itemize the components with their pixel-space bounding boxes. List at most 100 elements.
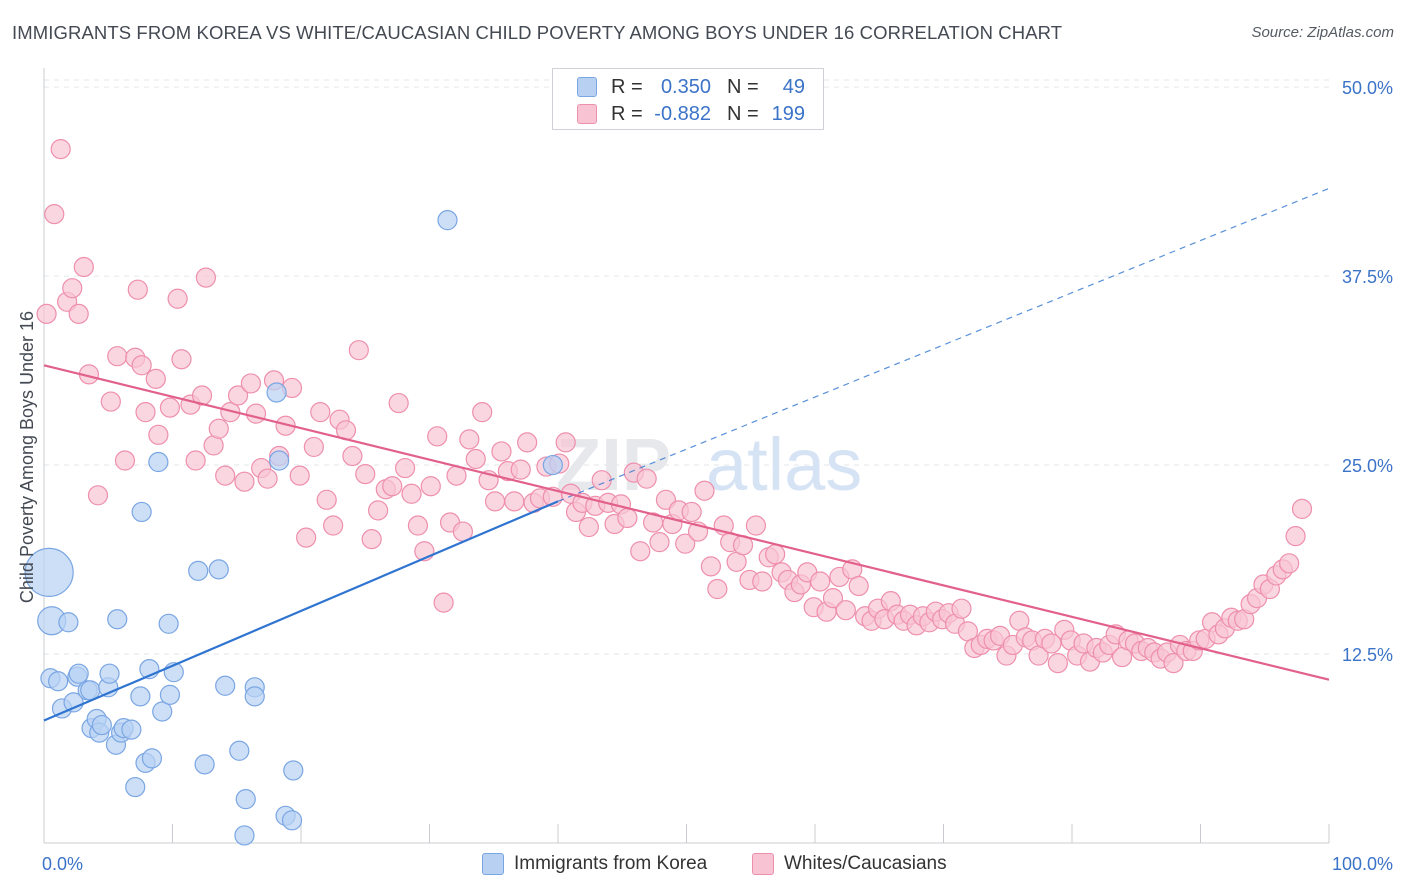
tick-labels: 12.5% 25.0% 37.5% 50.0% 0.0% 100.0% <box>42 78 1393 874</box>
data-point-white <box>348 340 369 361</box>
data-point-white <box>257 468 278 489</box>
data-point-white <box>1279 553 1300 574</box>
legend-n-value-korea: 49 <box>782 75 805 98</box>
data-point-white <box>433 592 454 613</box>
data-point-korea <box>229 740 250 761</box>
gridlines <box>44 79 1329 655</box>
data-point-korea <box>130 686 151 707</box>
data-point-white <box>73 256 94 278</box>
legend-swatch-korea <box>577 77 597 97</box>
data-point-korea <box>235 789 256 810</box>
data-point-korea <box>125 776 146 798</box>
data-point-white <box>245 403 267 424</box>
data-point-korea <box>215 675 236 696</box>
data-point-white <box>394 457 416 479</box>
data-point-white <box>215 465 236 486</box>
data-point-korea <box>244 686 265 707</box>
data-point-white <box>368 500 389 521</box>
data-point-white <box>87 485 109 506</box>
data-point-white <box>310 402 331 423</box>
data-point-white <box>694 480 715 501</box>
data-point-white <box>289 465 310 486</box>
data-point-white <box>361 529 382 550</box>
data-point-white <box>649 532 670 553</box>
data-point-korea <box>269 450 290 471</box>
data-point-white <box>510 459 531 480</box>
data-point-white <box>745 515 766 536</box>
data-point-white <box>459 429 480 450</box>
data-point-white <box>107 346 128 367</box>
data-point-white <box>427 426 448 447</box>
data-point-white <box>630 541 651 562</box>
watermark: ZIP atlas <box>556 423 862 506</box>
data-point-white <box>636 468 657 489</box>
data-point-korea <box>141 748 163 769</box>
data-point-white <box>234 471 255 492</box>
legend-n-label: N = <box>727 75 759 98</box>
data-point-white <box>401 483 422 504</box>
axes <box>43 68 1330 844</box>
data-point-korea <box>91 714 112 736</box>
data-point-white <box>36 303 57 324</box>
bottom-legend-white: Whites/Caucasians <box>752 852 947 876</box>
data-point-white <box>135 402 156 423</box>
data-point-white <box>167 288 188 309</box>
data-point-korea <box>58 612 79 633</box>
data-point-white <box>1285 526 1306 547</box>
data-point-white <box>504 491 525 512</box>
y-tick-label: 50.0% <box>1342 78 1393 98</box>
data-point-white <box>465 448 486 470</box>
data-point-white <box>472 402 493 423</box>
legend-n-value-white: 199 <box>771 102 805 125</box>
data-point-korea <box>158 613 179 634</box>
legend-n-label: N = <box>727 102 759 125</box>
legend-r-value-white: -0.882 <box>654 102 711 125</box>
data-point-white <box>195 267 217 288</box>
data-point-white <box>1041 633 1062 654</box>
data-point-korea <box>188 560 209 581</box>
legend-row-korea: R = 0.350 N = 49 <box>577 75 805 99</box>
data-point-white <box>707 578 728 600</box>
data-point-white <box>62 278 83 299</box>
data-point-korea <box>542 454 563 476</box>
data-point-white <box>700 556 722 577</box>
legend-r-label: R = <box>611 75 643 98</box>
data-point-white <box>185 450 206 471</box>
data-point-white <box>407 515 429 536</box>
legend-row-white: R = -0.882 N = 199 <box>577 102 805 126</box>
watermark-atlas: atlas <box>706 423 862 506</box>
legend-swatch-white <box>577 104 597 124</box>
trend-line-korea-extension <box>557 187 1330 502</box>
y-axis-label: Child Poverty Among Boys Under 16 <box>17 311 37 603</box>
data-point-korea <box>152 701 173 722</box>
data-point-white <box>355 464 376 485</box>
data-point-white <box>148 424 169 445</box>
data-point-korea <box>107 609 128 630</box>
data-point-korea <box>148 451 169 473</box>
data-point-white <box>810 571 831 592</box>
y-tick-label: 12.5% <box>1342 645 1393 665</box>
data-point-white <box>382 476 403 497</box>
chart-title: IMMIGRANTS FROM KOREA VS WHITE/CAUCASIAN… <box>12 22 1063 43</box>
legend-r-value-korea: 0.350 <box>660 75 711 98</box>
data-point-korea <box>266 382 287 403</box>
data-point-korea <box>63 692 84 713</box>
data-point-white <box>145 368 166 389</box>
data-point-white <box>208 418 229 439</box>
data-point-white <box>951 598 972 619</box>
series-white-points <box>36 139 1313 674</box>
data-point-korea <box>283 760 304 781</box>
data-point-white <box>848 575 869 597</box>
data-point-white <box>50 139 71 160</box>
data-point-korea <box>437 210 458 231</box>
x-tick-label-max: 100.0% <box>1332 854 1393 874</box>
data-point-white <box>835 600 856 621</box>
data-point-korea <box>208 559 229 580</box>
data-point-korea <box>48 671 69 692</box>
trend-line-white <box>43 364 1330 681</box>
data-point-white <box>675 533 696 554</box>
trend-line-korea <box>43 500 559 722</box>
data-point-korea <box>99 663 120 684</box>
data-point-white <box>342 445 363 467</box>
